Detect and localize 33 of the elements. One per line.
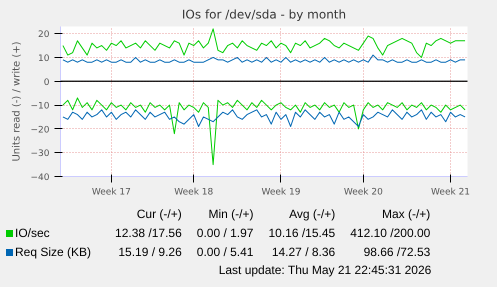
text: Last update: Thu May 21 22:45:31 2026 bbox=[218, 262, 432, 280]
y-tick-label: −40 bbox=[30, 173, 50, 183]
x-tick-label: Week 20 bbox=[344, 188, 384, 198]
y-tick-label: −20 bbox=[30, 125, 50, 136]
text: Max (-/+) bbox=[380, 206, 432, 223]
text: 10.16 /15.45 bbox=[267, 225, 336, 242]
line-series bbox=[62, 54, 466, 63]
y-tick-label: 10 bbox=[38, 54, 50, 64]
text: Min (-/+) bbox=[207, 206, 254, 223]
text: 412.10 /200.00 bbox=[349, 225, 432, 242]
text: 0.00 / 5.41 bbox=[196, 244, 254, 262]
x-tick-label: Week 18 bbox=[174, 188, 214, 198]
line-series bbox=[62, 97, 466, 166]
text: 14.27 / 8.36 bbox=[270, 244, 336, 262]
chart-title: IOs for /dev/sda - by month bbox=[182, 8, 346, 22]
x-tick-label: Week 17 bbox=[92, 188, 131, 198]
text: Cur (-/+) bbox=[136, 206, 183, 223]
y-tick-label: −30 bbox=[30, 149, 50, 160]
y-tick-label: 20 bbox=[38, 30, 50, 40]
text: Avg (-/+) bbox=[288, 206, 336, 223]
text: 98.66 /72.53 bbox=[362, 244, 432, 262]
legend-label: IO/sec bbox=[14, 225, 51, 242]
x-tick-label: Week 19 bbox=[261, 188, 301, 198]
line-series bbox=[62, 109, 466, 127]
text: 15.19 / 9.26 bbox=[117, 244, 183, 262]
y-tick-label: −10 bbox=[30, 102, 50, 112]
y-axis-title: Units read (-) / write (+) bbox=[12, 41, 23, 162]
x-tick-label: Week 21 bbox=[431, 188, 470, 198]
text: 12.38 /17.56 bbox=[114, 225, 183, 242]
line-series bbox=[62, 28, 466, 58]
y-tick-label: 0 bbox=[44, 78, 50, 88]
legend-label: Req Size (KB) bbox=[14, 244, 92, 262]
text: 0.00 / 1.97 bbox=[196, 225, 254, 242]
